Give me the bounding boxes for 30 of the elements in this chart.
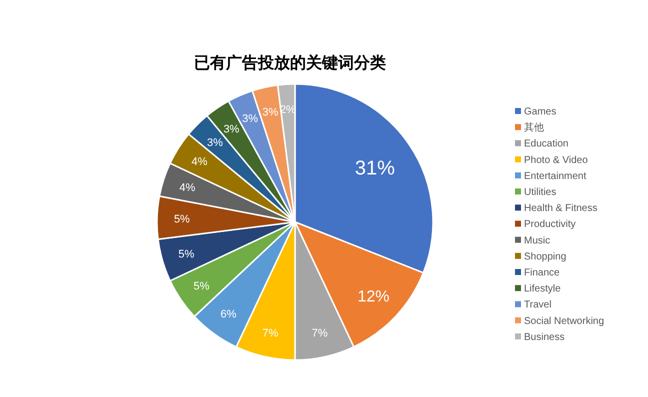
data-label: 4%: [179, 182, 196, 194]
legend-label: Health & Fitness: [524, 203, 598, 214]
legend-label: Music: [524, 235, 550, 246]
data-label: 5%: [193, 280, 210, 292]
legend-label: Utilities: [524, 187, 556, 198]
legend-label: Lifestyle: [524, 284, 562, 295]
data-label: 5%: [178, 248, 194, 260]
legend-label: Social Networking: [524, 316, 604, 327]
legend-label: Travel: [524, 300, 552, 311]
data-label: 4%: [192, 156, 208, 168]
data-label: 3%: [223, 123, 240, 136]
data-label: 12%: [357, 288, 390, 306]
legend-label: Photo & Video: [524, 154, 588, 166]
legend-label: Productivity: [524, 219, 576, 230]
legend-label: Business: [524, 332, 565, 343]
data-label: 7%: [312, 327, 328, 340]
data-label: 7%: [262, 327, 278, 340]
legend-label: Education: [524, 138, 568, 150]
legend-label: 其他: [524, 122, 544, 134]
legend-label: Entertainment: [524, 170, 586, 182]
legend-label: Finance: [524, 268, 560, 278]
data-label: 3%: [262, 106, 278, 118]
data-label: 3%: [242, 112, 258, 125]
data-label: 6%: [220, 308, 237, 320]
chart-title: 已有广告投放的关键词分类: [194, 54, 386, 72]
data-label: 31%: [354, 158, 396, 180]
legend-label: Shopping: [524, 251, 566, 262]
data-label: 5%: [174, 213, 190, 226]
legend-label: Games: [524, 106, 556, 118]
data-label: 3%: [207, 136, 224, 149]
